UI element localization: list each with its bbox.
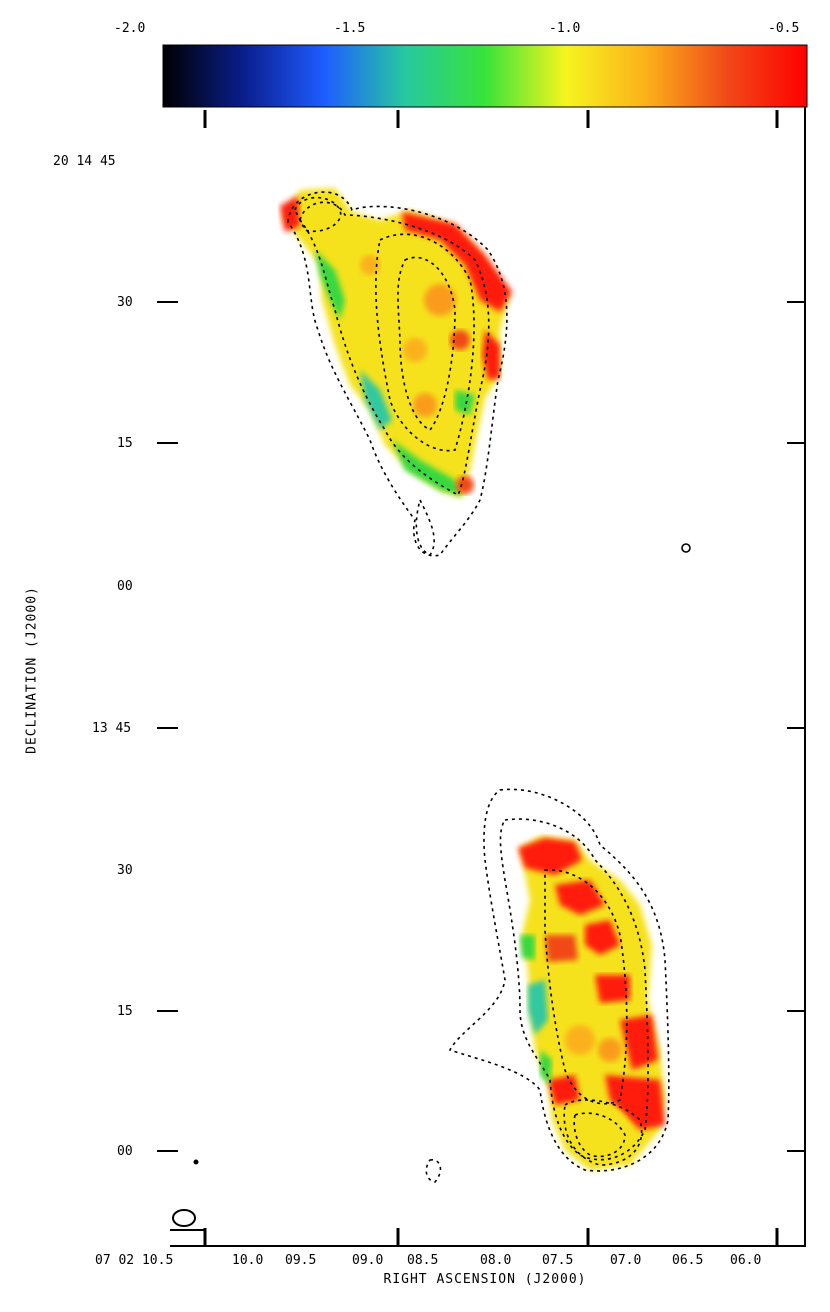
north-lobe [280, 188, 512, 557]
dec-tick-label: 30 [117, 295, 133, 310]
dec-tick-label: 15 [117, 1004, 133, 1019]
ra-tick-label: 06.0 [730, 1253, 762, 1268]
colorbar-tick-label: -1.5 [334, 21, 366, 36]
ra-tick-label: 07 02 10.5 [95, 1253, 174, 1268]
bottom-ticks [203, 1228, 779, 1246]
dec-tick-label: 15 [117, 436, 133, 451]
ra-tick-label: 09.5 [285, 1253, 317, 1268]
ra-tick-label: 10.0 [232, 1253, 264, 1268]
dec-tick-label: 00 [117, 579, 133, 594]
ra-tick-label: 08.5 [407, 1253, 439, 1268]
dec-tick-label: 20 14 45 [53, 154, 116, 169]
top-ticks [203, 110, 779, 128]
beam-ellipse [170, 1159, 205, 1231]
y-axis-label: DECLINATION (J2000) [24, 586, 40, 754]
dec-tick-label: 00 [117, 1144, 133, 1159]
ra-tick-label: 09.0 [352, 1253, 384, 1268]
colorbar-tick-label: -2.0 [114, 21, 146, 36]
point-source-marker [681, 543, 691, 553]
ra-tick-label: 07.5 [542, 1253, 574, 1268]
ra-tick-label: 07.0 [610, 1253, 642, 1268]
colorbar-tick-label: -0.5 [768, 21, 800, 36]
colorbar-tick-label: -1.0 [549, 21, 581, 36]
ra-tick-label: 06.5 [672, 1253, 704, 1268]
ra-tick-label: 08.0 [480, 1253, 512, 1268]
colorbar [162, 44, 808, 108]
plot-frame [170, 107, 806, 1247]
dec-ticks [157, 301, 805, 1152]
dec-tick-label: 13 45 [92, 721, 132, 736]
south-lobe [425, 788, 670, 1183]
x-axis-label: RIGHT ASCENSION (J2000) [383, 1272, 587, 1287]
dec-tick-label: 30 [117, 863, 133, 878]
